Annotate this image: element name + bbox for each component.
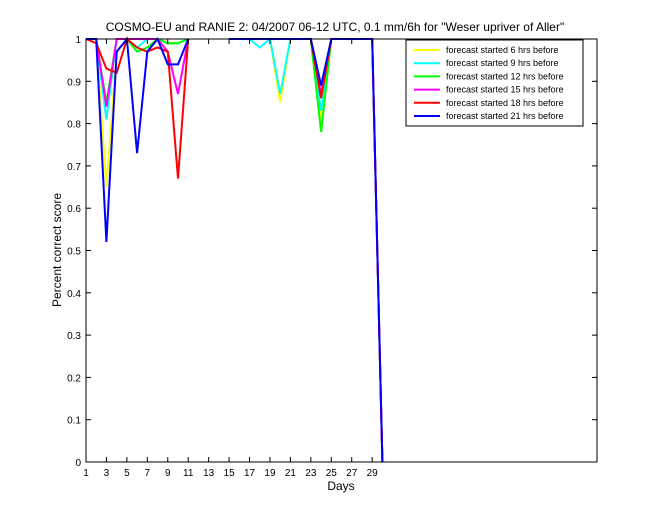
y-tick-label: 0 (75, 458, 81, 469)
x-tick-label: 25 (326, 468, 338, 479)
plot-area (85, 36, 384, 463)
y-tick-label: 0.3 (67, 331, 81, 342)
series-line-6-segment-1 (86, 36, 190, 243)
x-tick-label: 15 (224, 468, 236, 479)
series-line-5-segment-1 (85, 37, 190, 179)
x-tick-label: 29 (367, 468, 379, 479)
series-line-4-segment-2 (229, 38, 384, 463)
x-tick-label: 7 (145, 468, 151, 479)
legend-label-1: forecast started 6 hrs before (446, 45, 559, 55)
y-tick-label: 0.5 (67, 247, 81, 258)
legend-label-3: forecast started 12 hrs before (446, 71, 564, 81)
x-axis-label: Days (327, 479, 354, 493)
y-tick-label: 0.1 (67, 416, 81, 427)
y-axis: 0 0.1 0.2 0.3 0.4 0.5 0.6 0.7 0.8 0.9 1 (67, 35, 597, 469)
legend: forecast started 6 hrs before forecast st… (405, 39, 584, 127)
y-tick-label: 1 (75, 35, 81, 46)
y-tick-label: 0.7 (67, 162, 81, 173)
legend-label-5: forecast started 18 hrs before (446, 98, 564, 108)
x-tick-label: 9 (165, 468, 171, 479)
x-tick-label: 23 (305, 468, 317, 479)
legend-label-6: forecast started 21 hrs before (446, 111, 564, 121)
x-tick-label: 11 (183, 468, 194, 479)
series-line-2-segment-2 (229, 37, 384, 463)
x-tick-label: 27 (346, 468, 358, 479)
x-tick-label: 17 (244, 468, 256, 479)
legend-label-2: forecast started 9 hrs before (446, 58, 559, 68)
series-line-4-segment-1 (86, 38, 190, 107)
x-tick-label: 3 (104, 468, 110, 479)
legend-label-4: forecast started 15 hrs before (446, 85, 564, 95)
series-line-3-segment-2 (229, 38, 384, 463)
series-line-6-segment-2 (229, 38, 384, 463)
y-tick-label: 0.4 (67, 289, 81, 300)
y-tick-label: 0.9 (67, 77, 81, 88)
x-axis: 1 3 5 7 9 11 13 15 17 19 21 23 25 27 29 (83, 39, 378, 479)
x-tick-label: 1 (83, 468, 89, 479)
x-tick-label: 21 (285, 468, 297, 479)
series-line-5-segment-2 (229, 38, 384, 463)
series-line-1-segment-2 (229, 38, 384, 463)
chart-title: COSMO-EU and RANIE 2: 04/2007 06-12 UTC,… (106, 20, 564, 34)
y-tick-label: 0.8 (67, 120, 81, 131)
x-tick-label: 5 (124, 468, 130, 479)
x-tick-label: 13 (203, 468, 215, 479)
y-axis-label: Percent correct score (50, 193, 64, 307)
x-tick-label: 19 (264, 468, 276, 479)
y-tick-label: 0.2 (67, 373, 81, 384)
legend-box (405, 39, 584, 127)
y-tick-label: 0.6 (67, 204, 81, 215)
